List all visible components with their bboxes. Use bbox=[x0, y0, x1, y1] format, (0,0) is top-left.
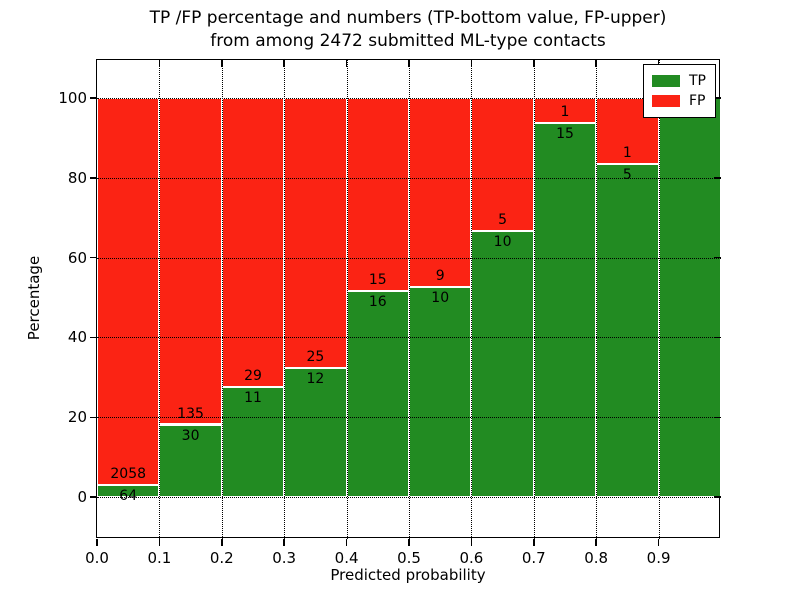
x-tick-bottom bbox=[158, 539, 161, 546]
x-tick-top bbox=[283, 60, 285, 67]
bar-segment-tp bbox=[658, 97, 721, 498]
x-tick-bottom bbox=[283, 539, 285, 546]
x-gridline bbox=[533, 60, 535, 539]
bar-label-fp: 2058 bbox=[110, 466, 147, 483]
y-tick-label: 0 bbox=[77, 488, 87, 507]
grid-layer bbox=[97, 60, 721, 539]
bar-label-fp: 15 bbox=[368, 272, 387, 289]
fp-swatch-icon bbox=[652, 95, 680, 107]
bar-label-tp: 5 bbox=[622, 167, 632, 184]
y-tick-label: 80 bbox=[67, 168, 87, 187]
x-tick-bottom bbox=[345, 539, 348, 546]
x-gridline bbox=[471, 60, 473, 539]
bar-label-fp: 9 bbox=[435, 267, 445, 284]
bar-label-tp: 16 bbox=[368, 294, 387, 311]
x-tick-top bbox=[345, 60, 348, 67]
bar-segment-fp bbox=[284, 97, 347, 368]
y-tick-label: 60 bbox=[67, 248, 87, 267]
bar-label-fp: 25 bbox=[306, 348, 325, 365]
y-tick-left bbox=[90, 97, 97, 99]
y-tick-left bbox=[90, 256, 97, 259]
legend-row-tp: TP bbox=[652, 71, 706, 91]
x-tick-label: 0.9 bbox=[646, 549, 671, 567]
bar-label-tp: 30 bbox=[181, 427, 200, 444]
x-tick-label: 0.8 bbox=[584, 549, 609, 567]
x-tick-label: 0.2 bbox=[209, 549, 234, 567]
x-tick-label: 0.6 bbox=[459, 549, 484, 567]
legend-label-tp: TP bbox=[689, 73, 706, 89]
y-tick-right bbox=[714, 496, 721, 498]
legend-row-fp: FP bbox=[652, 91, 706, 111]
tp-swatch-icon bbox=[652, 75, 680, 87]
x-tick-label: 0.0 bbox=[85, 549, 109, 567]
bar-segment-fp bbox=[346, 97, 409, 292]
y-tick-left bbox=[90, 416, 97, 418]
x-tick-top bbox=[533, 60, 535, 67]
bar-label-tp: 64 bbox=[119, 488, 138, 505]
x-tick-top bbox=[595, 60, 597, 67]
y-tick-label: 20 bbox=[67, 408, 87, 427]
bar-segment-fp bbox=[159, 97, 222, 425]
y-tick-left bbox=[90, 496, 97, 498]
bar-label-tp: 10 bbox=[493, 233, 512, 250]
y-tick-right bbox=[714, 416, 721, 418]
y-tick-right bbox=[714, 256, 721, 259]
x-tick-bottom bbox=[221, 539, 223, 546]
x-tick-bottom bbox=[595, 539, 597, 546]
bar-segment-tp bbox=[471, 230, 534, 498]
y-tick-label: 100 bbox=[58, 88, 87, 107]
x-tick-label: 0.5 bbox=[397, 549, 421, 567]
bar-label-fp: 135 bbox=[177, 405, 204, 422]
x-gridline bbox=[284, 60, 286, 539]
y-tick-left bbox=[90, 177, 97, 179]
bar-label-tp: 15 bbox=[556, 125, 574, 142]
y-tick-label: 40 bbox=[67, 328, 87, 347]
y-tick-right bbox=[714, 177, 721, 179]
legend: TP FP bbox=[643, 64, 716, 118]
x-tick-bottom bbox=[470, 539, 473, 546]
x-tick-bottom bbox=[533, 539, 535, 546]
bar-label-tp: 10 bbox=[431, 289, 450, 306]
x-tick-top bbox=[657, 60, 660, 67]
x-gridline bbox=[221, 60, 223, 539]
bar-segment-tp bbox=[97, 485, 160, 498]
bar-segment-tp bbox=[533, 122, 597, 498]
x-gridline bbox=[596, 60, 598, 539]
plot-area: 205864135302911251215169105101151521 020… bbox=[58, 59, 721, 567]
x-gridline bbox=[346, 60, 348, 539]
x-tick-bottom bbox=[657, 539, 660, 546]
x-tick-top bbox=[408, 60, 410, 67]
tick-layer: 0 20 40 60 80 100 0.0 0.1 0.2 0.3 0.4 0.5 0.6 0.7 0.8 0… bbox=[58, 60, 721, 567]
x-gridline bbox=[409, 60, 410, 539]
bar-label-fp: 5 bbox=[498, 211, 508, 228]
x-tick-top bbox=[221, 60, 223, 67]
x-tick-label: 0.1 bbox=[147, 549, 172, 567]
y-tick-left bbox=[90, 336, 97, 339]
x-gridline bbox=[658, 60, 660, 539]
x-gridline bbox=[159, 60, 161, 539]
chart-title-line1: TP /FP percentage and numbers (TP-bottom… bbox=[149, 8, 667, 28]
x-tick-top bbox=[470, 60, 473, 67]
bar-label-tp: 11 bbox=[244, 390, 262, 407]
bar-label-fp: 29 bbox=[244, 368, 262, 385]
x-tick-bottom bbox=[96, 539, 98, 546]
y-tick-right bbox=[714, 336, 721, 339]
bar-label-fp: 1 bbox=[560, 103, 570, 120]
y-axis-label: Percentage bbox=[25, 255, 43, 341]
bar-label-tp: 12 bbox=[306, 370, 325, 387]
legend-label-fp: FP bbox=[689, 93, 706, 109]
bar-segment-fp bbox=[97, 97, 160, 486]
x-tick-label: 0.4 bbox=[334, 549, 359, 567]
x-axis-label: Predicted probability bbox=[330, 566, 486, 584]
chart-title-line2: from among 2472 submitted ML-type contac… bbox=[210, 31, 606, 51]
x-tick-label: 0.3 bbox=[272, 549, 297, 567]
y-tick-right bbox=[714, 97, 721, 99]
bar-segment-tp bbox=[159, 424, 222, 498]
x-tick-top bbox=[158, 60, 161, 67]
x-tick-label: 0.7 bbox=[521, 549, 546, 567]
bar-label-fp: 1 bbox=[622, 145, 632, 162]
x-tick-bottom bbox=[408, 539, 410, 546]
bar-segment-tp bbox=[409, 286, 472, 498]
